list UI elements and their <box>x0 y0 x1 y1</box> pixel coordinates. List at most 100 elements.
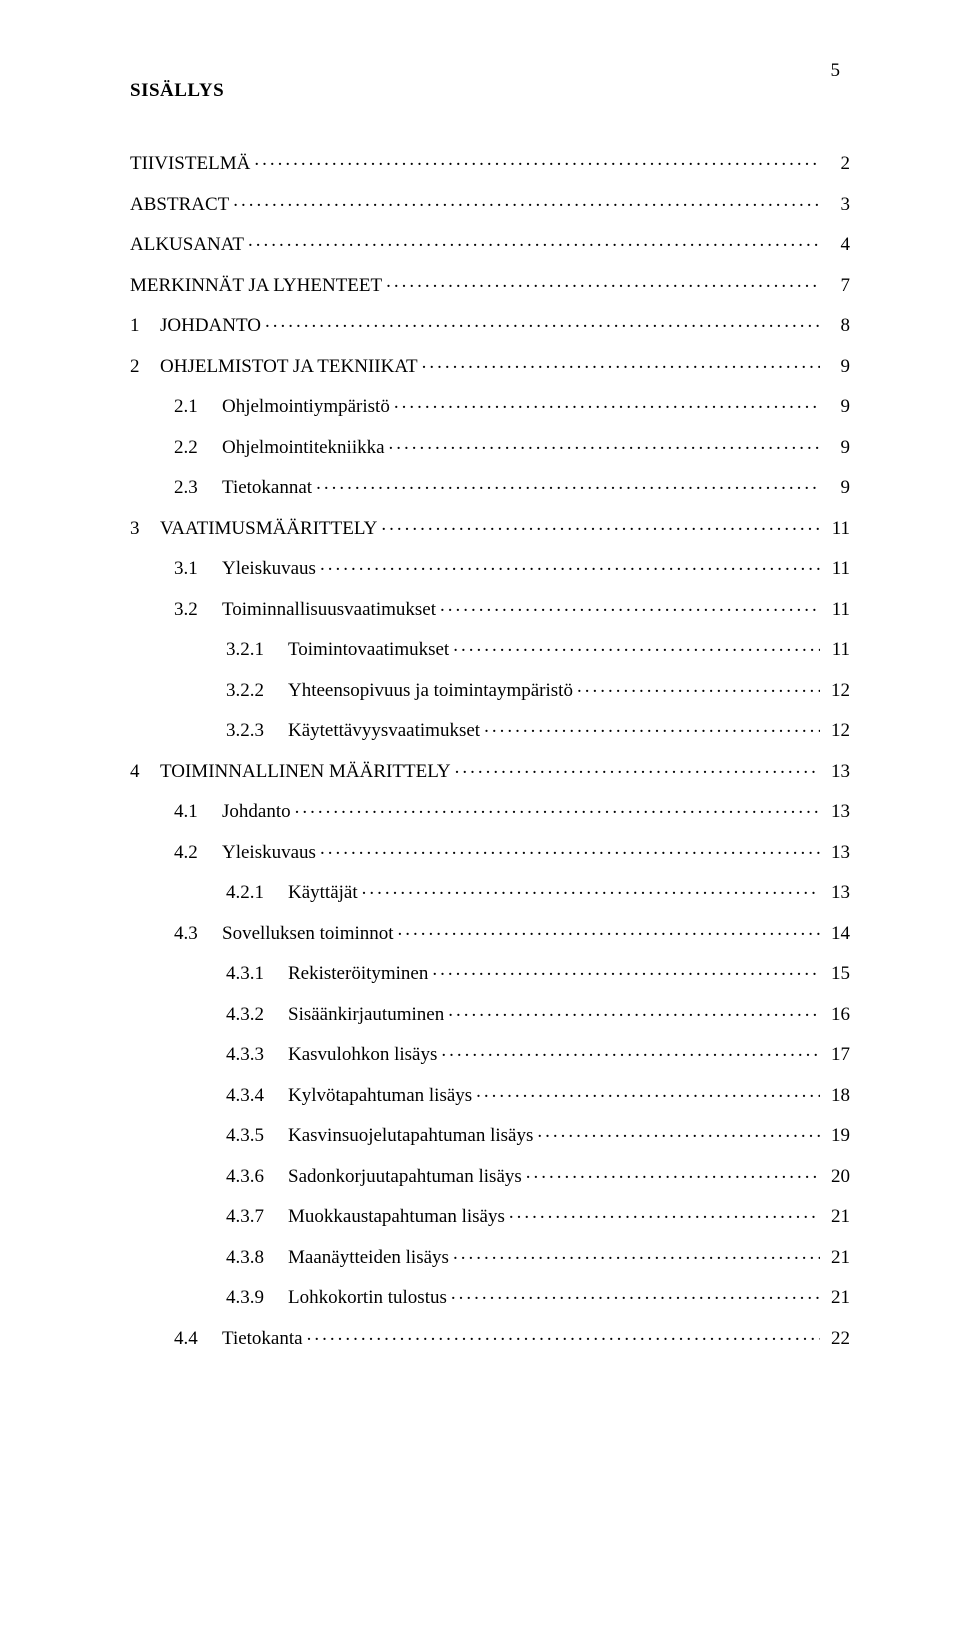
toc-leader-dots <box>476 1082 820 1101</box>
toc-entry-label: TIIVISTELMÄ <box>130 154 254 173</box>
toc-entry: TIIVISTELMÄ 2 <box>130 150 850 173</box>
toc-entry-page: 9 <box>820 397 850 416</box>
toc-entry-number: 3.2.2 <box>226 681 288 700</box>
toc-entry-title: Johdanto <box>222 801 291 822</box>
toc-entry-page: 22 <box>820 1329 850 1348</box>
toc-entry-label: 4.2.1Käyttäjät <box>226 883 362 902</box>
toc-entry-number: 4.2 <box>174 843 222 862</box>
toc-entry: 4.3.4Kylvötapahtuman lisäys 18 <box>130 1082 850 1105</box>
toc-entry-label: ABSTRACT <box>130 195 233 214</box>
toc-entry-number: 2.3 <box>174 478 222 497</box>
toc-entry: 4.3Sovelluksen toiminnot 14 <box>130 920 850 943</box>
toc-entry: 4.1Johdanto13 <box>130 798 850 821</box>
toc-entry-label: 3.1Yleiskuvaus <box>174 559 320 578</box>
toc-entry-title: Tietokanta <box>222 1328 303 1349</box>
toc-entry-label: 3.2.1Toimintovaatimukset <box>226 640 453 659</box>
toc-leader-dots <box>441 1041 820 1060</box>
toc-entry-label: 2.2Ohjelmointitekniikka <box>174 438 389 457</box>
toc-entry-title: Sisäänkirjautuminen <box>288 1004 444 1025</box>
toc-entry-label: 4.3Sovelluksen toiminnot <box>174 924 398 943</box>
toc-entry-label: 4.3.6Sadonkorjuutapahtuman lisäys <box>226 1167 526 1186</box>
toc-entry-number: 3 <box>130 519 160 538</box>
toc-entry: 3VAATIMUSMÄÄRITTELY 11 <box>130 515 850 538</box>
toc-entry-title: TIIVISTELMÄ <box>130 153 250 174</box>
toc-leader-dots <box>265 312 820 331</box>
toc-leader-dots <box>307 1325 820 1344</box>
toc-entry-page: 11 <box>820 640 850 659</box>
toc-entry-title: ABSTRACT <box>130 194 229 215</box>
toc-entry-page: 19 <box>820 1126 850 1145</box>
toc-entry: 4.2Yleiskuvaus13 <box>130 839 850 862</box>
toc-leader-dots <box>451 1284 820 1303</box>
toc-entry-page: 14 <box>820 924 850 943</box>
table-of-contents: TIIVISTELMÄ 2 ABSTRACT 3 ALKUSANAT 4 MERKINNÄT… <box>130 150 850 1348</box>
toc-entry-number: 3.2 <box>174 600 222 619</box>
toc-entry-page: 21 <box>820 1207 850 1226</box>
toc-entry-page: 13 <box>820 883 850 902</box>
toc-entry-label: MERKINNÄT JA LYHENTEET <box>130 276 386 295</box>
toc-entry-title: JOHDANTO <box>160 315 261 336</box>
toc-entry-number: 4.1 <box>174 802 222 821</box>
toc-entry: 4.3.1Rekisteröityminen15 <box>130 960 850 983</box>
toc-entry-label: 4.3.4Kylvötapahtuman lisäys <box>226 1086 476 1105</box>
toc-entry-page: 16 <box>820 1005 850 1024</box>
toc-entry-page: 4 <box>820 235 850 254</box>
toc-entry-page: 12 <box>820 721 850 740</box>
toc-entry-number: 4.3 <box>174 924 222 943</box>
toc-leader-dots <box>509 1203 820 1222</box>
toc-leader-dots <box>320 839 820 858</box>
toc-entry-label: 4.3.2Sisäänkirjautuminen <box>226 1005 448 1024</box>
toc-entry-label: 2.3Tietokannat <box>174 478 316 497</box>
toc-entry: 4.3.6Sadonkorjuutapahtuman lisäys20 <box>130 1163 850 1186</box>
toc-entry-number: 4.3.6 <box>226 1167 288 1186</box>
toc-entry: 1JOHDANTO 8 <box>130 312 850 335</box>
toc-entry-label: 4.2Yleiskuvaus <box>174 843 320 862</box>
toc-entry-number: 4.3.9 <box>226 1288 288 1307</box>
toc-entry: 4.3.3Kasvulohkon lisäys17 <box>130 1041 850 1064</box>
toc-entry-title: ALKUSANAT <box>130 234 244 255</box>
toc-entry-page: 9 <box>820 478 850 497</box>
toc-entry-number: 3.2.1 <box>226 640 288 659</box>
toc-entry: ALKUSANAT 4 <box>130 231 850 254</box>
toc-entry-page: 11 <box>820 519 850 538</box>
toc-entry-title: Toiminnallisuusvaatimukset <box>222 599 436 620</box>
toc-entry-number: 4.3.3 <box>226 1045 288 1064</box>
toc-entry-title: Rekisteröityminen <box>288 963 428 984</box>
toc-entry-label: 4.3.1Rekisteröityminen <box>226 964 432 983</box>
toc-entry-number: 4.3.7 <box>226 1207 288 1226</box>
toc-leader-dots <box>398 920 820 939</box>
toc-entry-number: 4.2.1 <box>226 883 288 902</box>
toc-leader-dots <box>453 636 820 655</box>
toc-entry: 4.3.7Muokkaustapahtuman lisäys 21 <box>130 1203 850 1226</box>
toc-entry-title: Sadonkorjuutapahtuman lisäys <box>288 1166 522 1187</box>
toc-entry-title: Ohjelmointiympäristö <box>222 396 390 417</box>
toc-entry-label: 2.1Ohjelmointiympäristö <box>174 397 394 416</box>
toc-entry-number: 4.3.8 <box>226 1248 288 1267</box>
document-page: 5 SISÄLLYS TIIVISTELMÄ2ABSTRACT3ALKUSANA… <box>0 0 960 1632</box>
toc-entry-title: Kasvulohkon lisäys <box>288 1044 437 1065</box>
toc-heading: SISÄLLYS <box>130 80 850 102</box>
toc-entry-label: 3VAATIMUSMÄÄRITTELY <box>130 519 381 538</box>
toc-entry: 2OHJELMISTOT JA TEKNIIKAT9 <box>130 353 850 376</box>
toc-entry-page: 12 <box>820 681 850 700</box>
toc-leader-dots <box>389 434 820 453</box>
toc-entry-number: 2.1 <box>174 397 222 416</box>
toc-entry-label: 4.4Tietokanta <box>174 1329 307 1348</box>
toc-entry-label: 1JOHDANTO <box>130 316 265 335</box>
toc-leader-dots <box>248 231 820 250</box>
toc-entry-page: 8 <box>820 316 850 335</box>
toc-entry: 3.2.1Toimintovaatimukset 11 <box>130 636 850 659</box>
toc-leader-dots <box>448 1001 820 1020</box>
toc-entry-title: Toimintovaatimukset <box>288 639 449 660</box>
toc-entry-page: 2 <box>820 154 850 173</box>
toc-entry-page: 18 <box>820 1086 850 1105</box>
toc-leader-dots <box>316 474 820 493</box>
toc-entry-title: Ohjelmointitekniikka <box>222 437 385 458</box>
toc-entry-label: 3.2.3Käytettävyysvaatimukset <box>226 721 484 740</box>
toc-entry: 3.1Yleiskuvaus11 <box>130 555 850 578</box>
toc-entry-number: 3.2.3 <box>226 721 288 740</box>
toc-entry-label: 4.3.7Muokkaustapahtuman lisäys <box>226 1207 509 1226</box>
toc-entry-title: TOIMINNALLINEN MÄÄRITTELY <box>160 761 451 782</box>
toc-entry: 4.3.5Kasvinsuojelutapahtuman lisäys19 <box>130 1122 850 1145</box>
toc-entry-title: Lohkokortin tulostus <box>288 1287 447 1308</box>
